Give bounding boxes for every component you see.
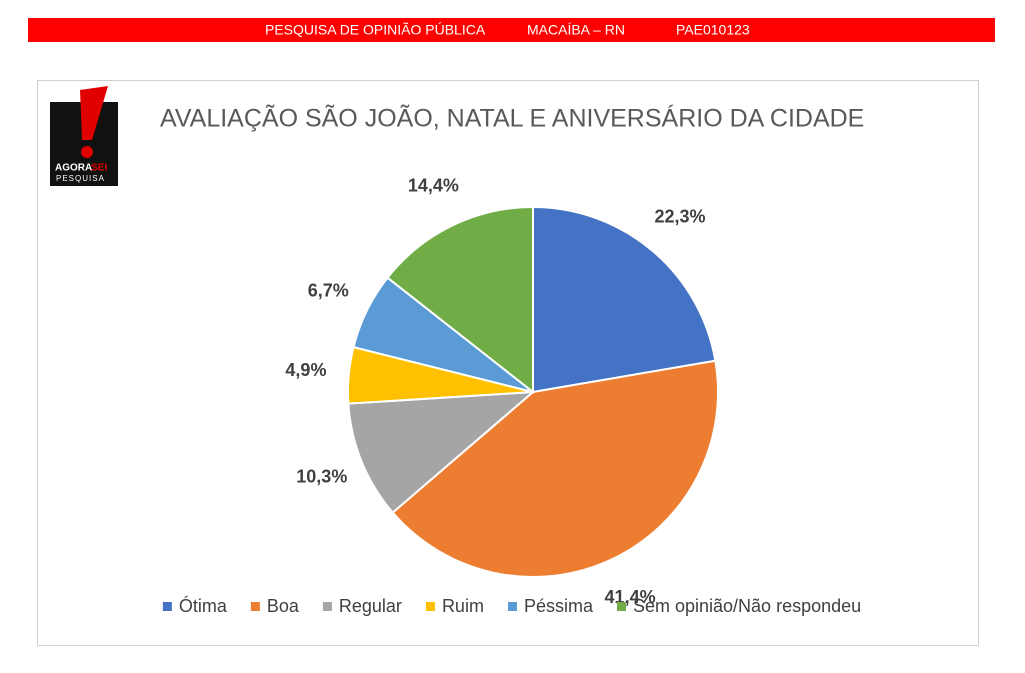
legend-label: Ruim — [442, 596, 484, 616]
logo: AGORA SEI PESQUISA — [50, 86, 118, 186]
chart-title: AVALIAÇÃO SÃO JOÃO, NATAL E ANIVERSÁRIO … — [160, 104, 864, 133]
legend-swatch — [425, 602, 435, 611]
header-text: PESQUISA DE OPINIÃO PÚBLICA — [265, 22, 486, 38]
legend-swatch — [322, 602, 332, 611]
logo-text: AGORA — [55, 163, 92, 174]
legend-label: Boa — [267, 596, 300, 616]
header-text: MACAÍBA – RN — [527, 22, 625, 38]
logo-text: SEI — [91, 163, 107, 174]
legend-label: Ótima — [179, 595, 228, 616]
header-bar — [28, 18, 995, 42]
legend-label: Regular — [339, 596, 402, 616]
legend-label: Péssima — [524, 596, 594, 616]
data-label: 4,9% — [285, 360, 326, 380]
logo-text: PESQUISA — [56, 174, 105, 183]
data-label: 22,3% — [654, 206, 705, 226]
legend-swatch — [616, 602, 626, 611]
pie-slice — [532, 205, 717, 394]
legend-swatch — [507, 602, 517, 611]
legend-label: Sem opinião/Não respondeu — [633, 596, 861, 616]
data-label: 10,3% — [296, 467, 347, 487]
pie-slice — [386, 205, 534, 395]
legend-swatch — [250, 602, 260, 611]
data-label: 14,4% — [408, 176, 459, 196]
logo-mark — [80, 86, 108, 140]
data-label: 6,7% — [308, 280, 349, 300]
logo-dot — [81, 146, 93, 158]
legend-swatch — [162, 602, 172, 611]
pie-slice — [347, 390, 536, 514]
header-text: PAE010123 — [676, 22, 750, 38]
pie-slice — [391, 359, 719, 578]
